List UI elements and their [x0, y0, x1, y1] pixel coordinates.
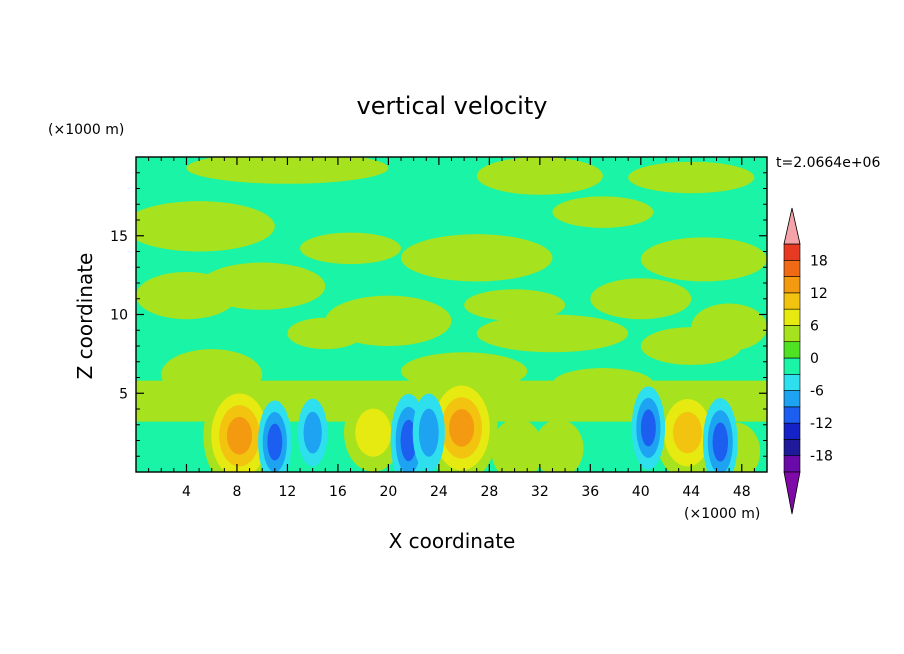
y-tick-label: 10: [110, 308, 128, 324]
convective-cell: [534, 419, 584, 472]
colorbar-box: [783, 259, 801, 277]
convective-cell: [297, 398, 328, 467]
downdraft-contour: [640, 409, 656, 447]
downdraft-contour: [267, 423, 283, 461]
contour-field: [136, 157, 767, 472]
colorbar-box: [783, 341, 801, 359]
colorbar-label: 6: [810, 318, 819, 334]
colorbar-label: -6: [810, 384, 824, 400]
x-tick-label: 48: [733, 484, 751, 500]
x-tick-label: 16: [329, 484, 347, 500]
weak-contour-region: [401, 234, 553, 282]
x-tick-label: 24: [430, 484, 448, 500]
weak-contour-region: [136, 201, 275, 252]
y-axis-label: Z coordinate: [73, 253, 97, 380]
colorbar-box: [783, 276, 801, 294]
downdraft-contour: [303, 411, 322, 454]
y-tick-label: 5: [119, 386, 128, 402]
colorbar-box: [783, 308, 801, 326]
colorbar-box: [783, 243, 801, 261]
convective-cell: [203, 381, 276, 472]
updraft-contour: [449, 409, 475, 447]
y-unit-label: (×1000 m): [48, 122, 124, 138]
y-axis-ticks: 5 10 15: [110, 172, 767, 457]
updraft-contour: [672, 411, 703, 454]
weak-contour-region: [640, 327, 742, 365]
updraft-contour: [355, 408, 392, 457]
y-tick-label: 15: [110, 229, 128, 245]
weak-contour-region: [640, 237, 767, 282]
time-label: t=2.0664e+06: [776, 155, 880, 171]
colorbar: 18 12 6 0 -6 -12 -18: [783, 207, 833, 515]
x-tick-label: 28: [480, 484, 498, 500]
weak-contour-region: [300, 232, 402, 265]
convective-cell: [631, 386, 666, 470]
weak-contour-region: [287, 317, 364, 350]
colorbar-over-triangle: [783, 207, 801, 245]
x-tick-label: 44: [682, 484, 700, 500]
x-tick-label: 4: [182, 484, 191, 500]
x-tick-label: 8: [232, 484, 241, 500]
x-axis-ticks: 4 8 12 16 20 24 28 32 36 40 44 48: [148, 157, 755, 500]
colorbar-under-triangle: [783, 471, 801, 515]
downdraft-contour: [418, 408, 439, 457]
colorbar-box: [783, 439, 801, 457]
x-tick-label: 12: [279, 484, 297, 500]
weak-contour-region: [476, 314, 629, 353]
updraft-contour: [226, 416, 253, 455]
colorbar-box: [783, 406, 801, 424]
x-unit-label: (×1000 m): [684, 506, 760, 522]
convective-cell: [258, 400, 292, 472]
colorbar-box: [783, 390, 801, 408]
weak-contour-region: [552, 196, 654, 228]
colorbar-box: [783, 357, 801, 375]
downdraft-contour: [712, 422, 729, 462]
downdraft-contour: [400, 419, 417, 462]
colorbar-label: 18: [810, 253, 828, 269]
x-tick-label: 20: [379, 484, 397, 500]
weak-contour-region: [590, 278, 692, 320]
colorbar-label: -18: [810, 449, 833, 465]
x-tick-label: 32: [531, 484, 549, 500]
updraft-contour: [491, 418, 543, 472]
convective-cell: [702, 397, 738, 472]
colorbar-label: 0: [810, 351, 819, 367]
x-tick-label: 40: [632, 484, 650, 500]
colorbar-box: [783, 373, 801, 391]
convective-cell: [343, 393, 403, 472]
colorbar-box: [783, 422, 801, 440]
weak-contour-region: [628, 161, 755, 194]
colorbar-label: 12: [810, 286, 828, 302]
colorbar-box: [783, 292, 801, 310]
weak-contour-region: [476, 157, 603, 195]
x-axis-label: X coordinate: [389, 529, 516, 553]
colorbar-box: [783, 325, 801, 343]
colorbar-box: [783, 455, 801, 473]
colorbar-label: -12: [810, 416, 833, 432]
weak-contour-region: [464, 289, 566, 321]
updraft-contour: [534, 419, 584, 472]
x-tick-label: 36: [581, 484, 599, 500]
weak-contour-region: [199, 262, 326, 310]
convective-cell: [412, 393, 445, 472]
convective-cell: [491, 418, 543, 472]
chart-title: vertical velocity: [357, 92, 548, 120]
